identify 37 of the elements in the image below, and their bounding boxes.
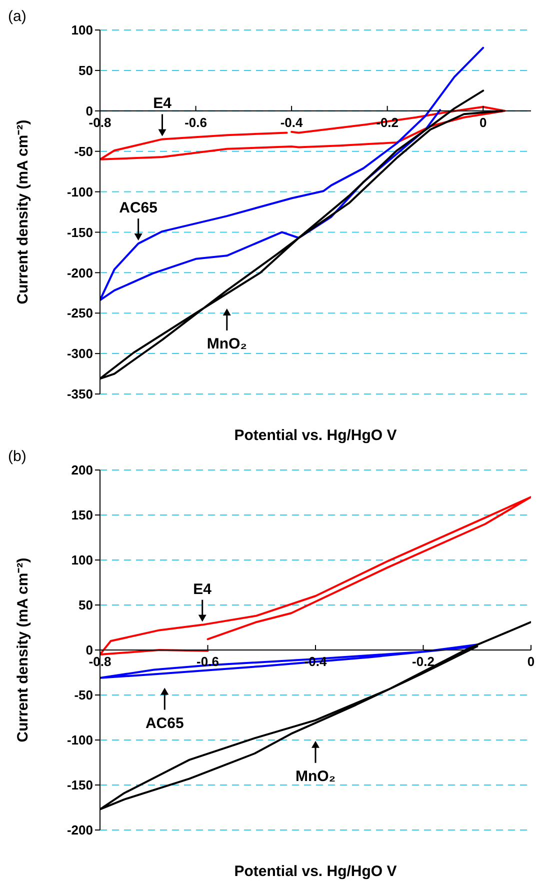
y-axis-title: Current density (mA cm⁻²) (14, 120, 32, 304)
x-tick-label: -0.4 (304, 654, 328, 669)
y-tick-label: 50 (78, 598, 93, 613)
y-tick-label: 0 (86, 642, 93, 658)
chart-title: (a) (8, 8, 26, 25)
y-tick-label: -50 (74, 144, 93, 159)
annotation: E4 (153, 95, 172, 112)
annotation: AC65 (119, 200, 158, 217)
y-tick-label: -150 (66, 224, 93, 240)
x-tick-label: -0.4 (280, 114, 304, 130)
y-tick-label: -300 (66, 346, 93, 362)
x-tick-label: -0.2 (412, 654, 434, 669)
y-tick-label: -350 (66, 386, 93, 402)
y-tick-label: 100 (71, 552, 93, 568)
y-tick-label: 100 (71, 22, 93, 38)
x-axis-title: Potential vs. Hg/HgO V (234, 863, 397, 880)
x-axis-title: Potential vs. Hg/HgO V (234, 427, 397, 444)
y-tick-label: -150 (66, 778, 93, 793)
y-tick-label: -250 (66, 306, 93, 321)
y-axis-title: Current density (mA cm⁻²) (14, 558, 32, 742)
y-tick-label: 0 (86, 104, 93, 119)
y-tick-label: -50 (74, 688, 93, 703)
y-tick-label: -100 (66, 184, 93, 200)
annotation: MnO₂ (296, 768, 336, 785)
x-tick-label: 0 (479, 114, 487, 130)
annotation: E4 (193, 580, 212, 598)
y-tick-label: -100 (66, 732, 93, 748)
annotation: MnO₂ (206, 335, 247, 352)
y-tick-label: 50 (78, 63, 93, 78)
x-tick-label: -0.6 (184, 114, 207, 130)
chart-title: (b) (8, 448, 26, 465)
y-tick-label: -200 (66, 265, 93, 280)
y-tick-label: 200 (71, 462, 93, 478)
y-tick-label: -200 (66, 822, 93, 838)
x-tick-label: 0 (527, 654, 535, 669)
y-tick-label: 150 (71, 508, 93, 523)
annotation: AC65 (145, 714, 184, 732)
